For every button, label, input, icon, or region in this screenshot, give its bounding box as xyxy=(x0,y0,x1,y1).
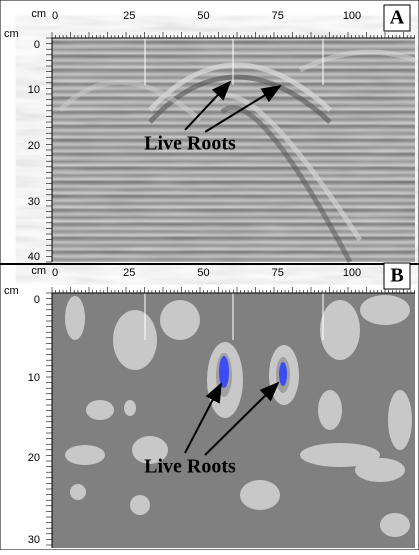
x-tick-label: 25 xyxy=(123,267,135,279)
x-tick-label: 100 xyxy=(343,10,361,22)
radargram xyxy=(52,38,416,264)
y-unit: cm xyxy=(4,28,19,40)
x-tick-label: 75 xyxy=(272,267,284,279)
y-unit: cm xyxy=(4,285,19,297)
annotation: Live Roots xyxy=(144,456,236,478)
x-tick-label: 75 xyxy=(272,10,284,22)
x-tick-label: 25 xyxy=(123,10,135,22)
annotation: Live Roots xyxy=(144,133,236,155)
y-tick-label: 30 xyxy=(28,534,40,546)
panel-label: A xyxy=(390,7,405,29)
panel-label-box xyxy=(383,4,411,32)
x-tick-label: 0 xyxy=(52,267,58,279)
y-tick-label: 20 xyxy=(28,452,40,464)
y-tick-label: 40 xyxy=(28,251,40,263)
x-unit: cm xyxy=(31,8,46,20)
x-tick-label: 50 xyxy=(197,267,209,279)
y-tick-label: 0 xyxy=(34,294,40,306)
x-tick-label: 50 xyxy=(197,10,209,22)
processed-image xyxy=(52,293,415,548)
arrows xyxy=(184,80,282,456)
panel-label-box xyxy=(383,262,411,290)
x-tick-label: 0 xyxy=(52,10,58,22)
x-unit: cm xyxy=(31,265,46,277)
panel-label: B xyxy=(390,265,403,287)
y-tick-label: 10 xyxy=(28,84,40,96)
y-tick-label: 30 xyxy=(28,196,40,208)
y-tick-label: 0 xyxy=(34,39,40,51)
y-tick-label: 10 xyxy=(28,372,40,384)
x-tick-label: 100 xyxy=(343,267,361,279)
y-tick-label: 20 xyxy=(28,140,40,152)
